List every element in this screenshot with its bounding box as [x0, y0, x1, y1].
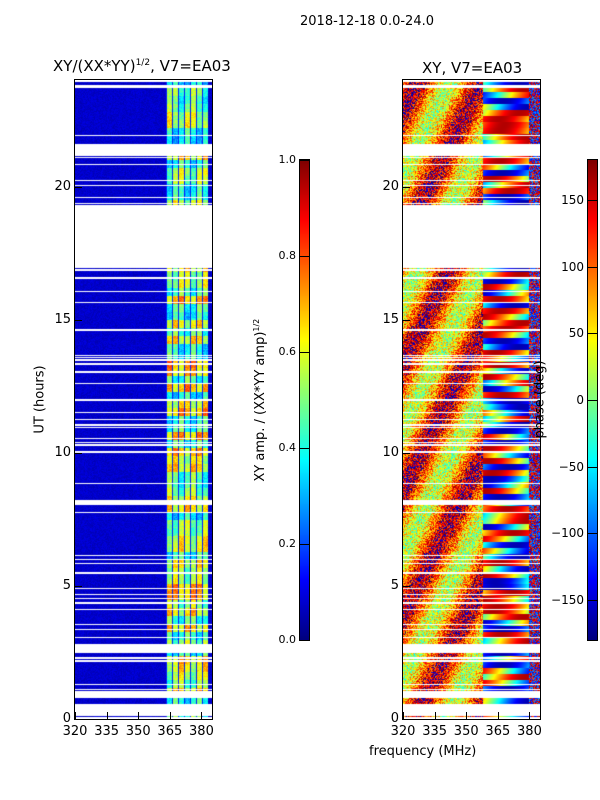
colorbar-tick-label: 0.8	[278, 249, 297, 262]
right-xtick-mark	[434, 712, 436, 719]
colorbar-tick-label: 1.0	[278, 153, 297, 166]
colorbar-tick-mark	[300, 640, 309, 641]
colorbar-tick-label: 50	[568, 326, 584, 341]
right-ytick-mark	[403, 452, 410, 454]
right-xtick-mark	[466, 712, 468, 719]
left-ytick-mark	[75, 585, 82, 587]
left-ytick: 5	[62, 577, 71, 593]
colorbar-tick-label: 0	[576, 393, 584, 407]
amplitude-colorbar	[300, 160, 309, 640]
left-xtick: 320	[62, 724, 88, 739]
right-xtick: 320	[390, 724, 416, 739]
left-xtick: 335	[94, 724, 120, 739]
left-title: XY/(XX*YY)1/2, V7=EA03	[53, 57, 231, 75]
left-ytick: 0	[62, 711, 71, 726]
colorbar-tick-mark	[588, 200, 597, 201]
colorbar-label-sup: 1/2	[251, 318, 261, 332]
left-xtick-mark	[201, 712, 203, 719]
right-xtick: 350	[453, 724, 479, 739]
right-xtick: 335	[422, 724, 448, 739]
colorbar-tick-mark	[588, 333, 597, 335]
right-ytick: 20	[382, 178, 399, 194]
amplitude-colorbar-frame	[299, 159, 310, 641]
right-ytick: 5	[390, 577, 399, 593]
left-ytick-mark	[75, 319, 82, 321]
colorbar-tick-mark	[588, 533, 597, 535]
left-xtick-mark	[106, 712, 108, 719]
right-axes-frame	[402, 79, 541, 720]
right-ytick: 15	[382, 311, 399, 327]
left-axes-frame	[74, 79, 213, 720]
colorbar-tick-label: 100	[561, 259, 584, 274]
colorbar-tick-label: 0.6	[278, 345, 297, 358]
phase-colorbar-frame	[587, 159, 598, 641]
right-title: XY, V7=EA03	[422, 59, 523, 77]
right-ytick: 10	[382, 444, 399, 460]
right-ytick: 0	[390, 711, 399, 726]
right-ytick-mark	[403, 719, 410, 720]
left-title-rest: , V7=EA03	[150, 57, 231, 75]
left-ytick: 15	[54, 311, 71, 327]
left-xtick-mark	[75, 712, 76, 719]
colorbar-tick-mark	[588, 600, 597, 601]
colorbar-tick-label: 0.2	[278, 537, 297, 550]
colorbar-tick-mark	[588, 400, 597, 401]
right-ytick-mark	[403, 319, 410, 321]
amplitude-colorbar-label: XY amp. / (XX*YY amp)1/2	[252, 300, 268, 500]
colorbar-tick-mark	[588, 466, 597, 468]
right-xtick: 380	[517, 724, 542, 739]
left-ylabel: UT (hours)	[32, 365, 48, 434]
colorbar-tick-mark	[588, 266, 597, 268]
right-ytick-mark	[403, 186, 410, 188]
colorbar-tick-mark	[300, 160, 309, 161]
right-xtick-mark	[529, 712, 531, 719]
colorbar-tick-mark	[300, 448, 309, 449]
colorbar-tick-label: −100	[551, 526, 584, 541]
left-title-sup: 1/2	[135, 58, 151, 68]
left-xtick: 365	[157, 724, 183, 739]
left-xtick: 350	[125, 724, 151, 739]
left-ytick: 20	[54, 178, 71, 194]
left-title-main: XY/(XX*YY)	[53, 57, 136, 75]
right-xtick-mark	[403, 712, 404, 719]
left-ytick-mark	[75, 719, 82, 720]
left-xtick: 380	[189, 724, 214, 739]
left-ytick: 10	[54, 444, 71, 460]
colorbar-tick-label: 0.4	[278, 441, 297, 454]
colorbar-tick-label: −150	[551, 593, 584, 607]
right-ytick-mark	[403, 585, 410, 587]
colorbar-tick-mark	[300, 352, 309, 353]
suptitle: 2018-12-18 0.0-24.0	[300, 14, 434, 29]
colorbar-tick-mark	[300, 256, 309, 257]
amplitude-heatmap	[75, 80, 212, 719]
left-ytick-mark	[75, 452, 82, 454]
right-xtick-mark	[497, 712, 499, 719]
colorbar-tick-label: −50	[558, 459, 584, 474]
xlabel: frequency (MHz)	[369, 744, 477, 759]
left-xtick-mark	[138, 712, 140, 719]
left-ytick-mark	[75, 186, 82, 188]
phase-heatmap	[403, 80, 540, 719]
left-xtick-mark	[169, 712, 171, 719]
colorbar-tick-mark	[300, 544, 309, 545]
right-xtick: 365	[485, 724, 511, 739]
colorbar-tick-label: 150	[561, 193, 584, 207]
colorbar-tick-label: 0.0	[278, 633, 297, 646]
